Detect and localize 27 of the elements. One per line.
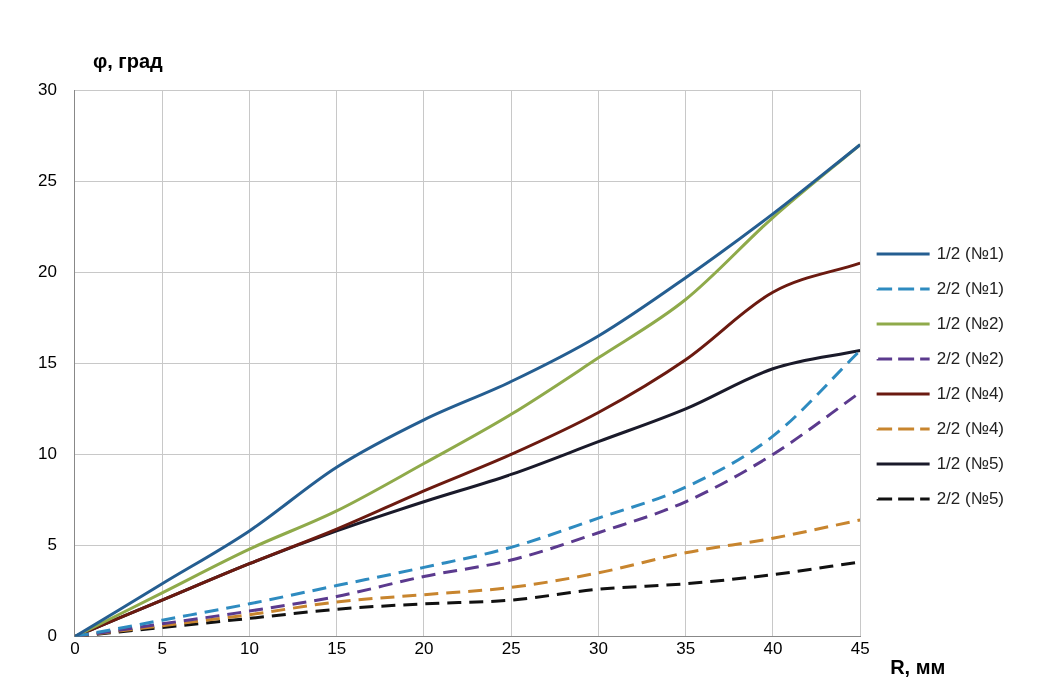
x-tick-label: 25 bbox=[501, 639, 521, 659]
x-tick-label: 20 bbox=[414, 639, 434, 659]
x-tick-label: 35 bbox=[676, 639, 696, 659]
x-tick-label: 40 bbox=[763, 639, 783, 659]
legend-label: 1/2 (№4) bbox=[936, 383, 1005, 403]
x-tick-label: 10 bbox=[239, 639, 259, 659]
legend-label: 1/2 (№5) bbox=[936, 453, 1005, 473]
y-tick-label: 15 bbox=[37, 352, 57, 372]
y-tick-label: 0 bbox=[47, 626, 57, 646]
y-tick-label: 5 bbox=[47, 535, 57, 555]
legend-label: 1/2 (№1) bbox=[936, 243, 1005, 263]
x-tick-label: 45 bbox=[850, 639, 870, 659]
y-axis-title: φ, град bbox=[92, 49, 163, 72]
legend-label: 2/2 (№2) bbox=[936, 348, 1005, 368]
y-tick-label: 20 bbox=[37, 261, 57, 281]
legend-label: 1/2 (№2) bbox=[936, 313, 1005, 333]
x-tick-label: 15 bbox=[327, 639, 347, 659]
legend-label: 2/2 (№1) bbox=[936, 278, 1005, 298]
x-axis-title: R, мм bbox=[890, 656, 946, 679]
legend-label: 2/2 (№5) bbox=[936, 488, 1005, 508]
x-tick-label: 5 bbox=[157, 639, 167, 659]
x-tick-label: 0 bbox=[70, 639, 80, 659]
x-tick-label: 30 bbox=[588, 639, 608, 659]
y-tick-label: 30 bbox=[37, 79, 57, 99]
y-tick-label: 10 bbox=[37, 444, 57, 464]
y-tick-label: 25 bbox=[37, 170, 57, 190]
legend-label: 2/2 (№4) bbox=[936, 418, 1005, 438]
